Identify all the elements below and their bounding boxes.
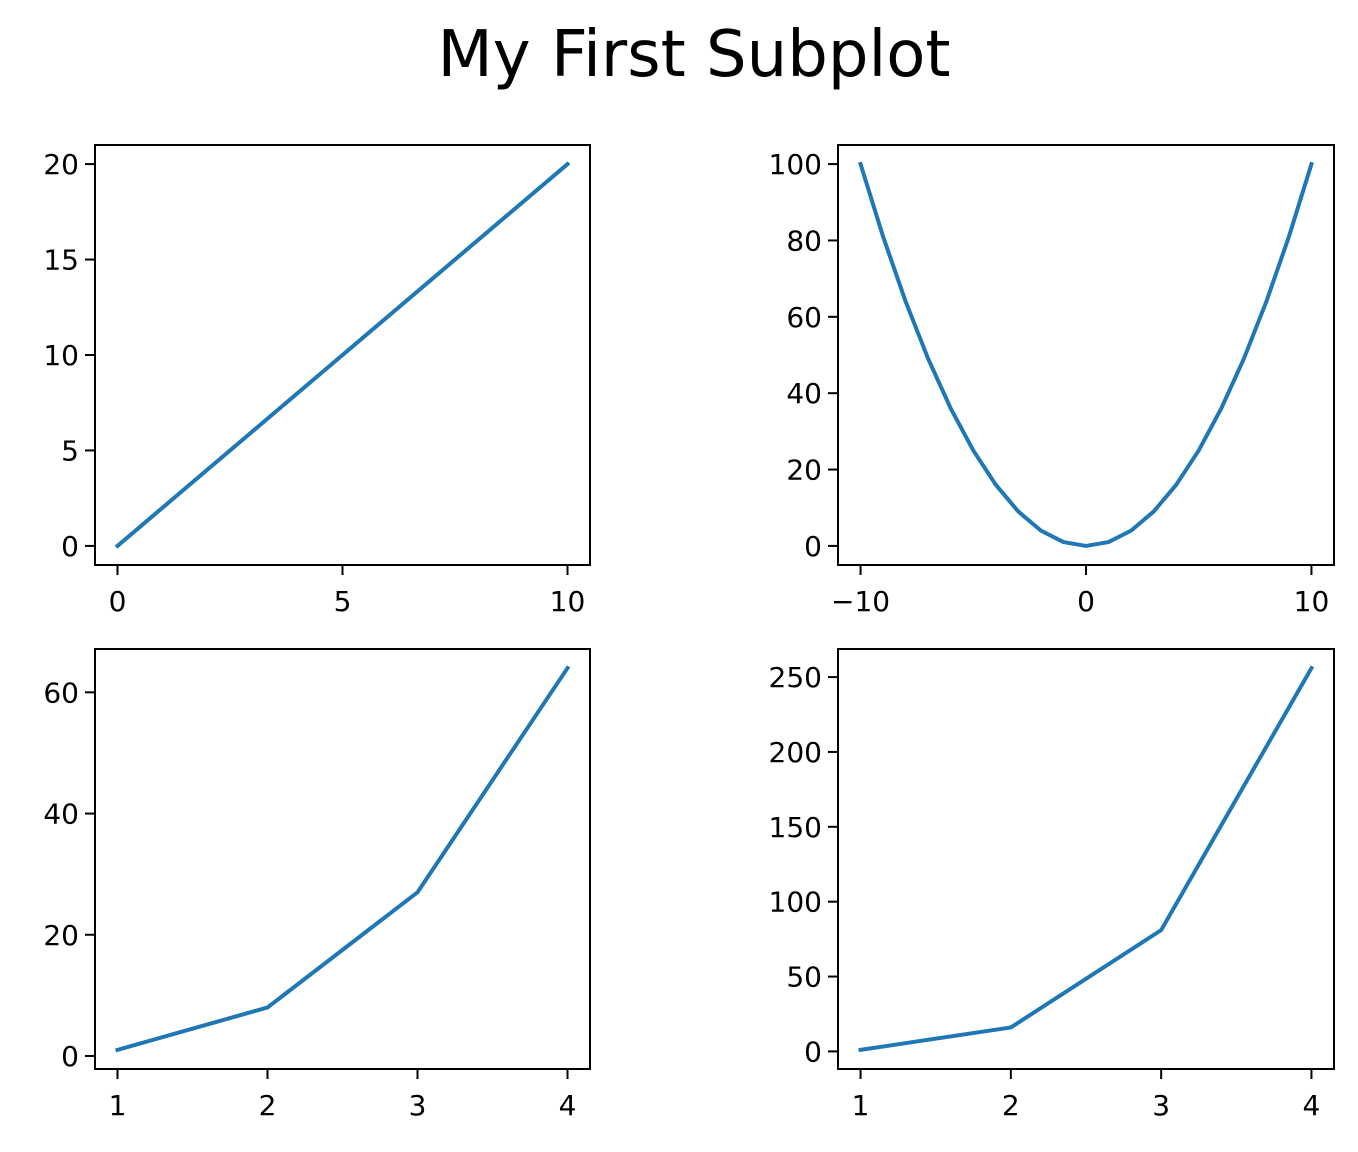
- chart-3-series-line: [858, 665, 1315, 1053]
- chart-3-axes-frame: [837, 648, 1335, 1070]
- chart-2-y-tick-label: 40: [43, 798, 79, 831]
- chart-1-y-tick-label: 0: [804, 530, 822, 563]
- chart-3-y-tick-label: 150: [769, 811, 822, 844]
- chart-0-x-tick-label: 5: [334, 585, 352, 618]
- chart-0-y-tick-label: 20: [43, 148, 79, 181]
- chart-2-x-tick-label: 3: [409, 1089, 427, 1122]
- figure-title: My First Subplot: [437, 18, 951, 92]
- chart-0-y-tick-label: 10: [43, 339, 79, 372]
- chart-3-y-tick-label: 250: [769, 661, 822, 694]
- chart-3-x-tick-label: 3: [1152, 1089, 1170, 1122]
- chart-0-y-tick-label: 5: [61, 434, 79, 467]
- chart-2-axes-frame: [94, 648, 591, 1070]
- chart-2-y-tick-label: 60: [43, 676, 79, 709]
- chart-0-y-tick-label: 0: [61, 530, 79, 563]
- subplot-top-left: 0 5 10 0 5 10 15 20: [43, 144, 591, 618]
- chart-3-x-tick-label: 2: [1002, 1089, 1020, 1122]
- chart-2-series-line: [115, 665, 571, 1053]
- chart-1-x-tick-label: 10: [1294, 585, 1330, 618]
- chart-1-axes-frame: [837, 144, 1335, 566]
- chart-2-x-tick-label: 4: [559, 1089, 577, 1122]
- chart-1-x-tick-label: 0: [1077, 585, 1095, 618]
- chart-1-y-tick-label: 100: [769, 148, 822, 181]
- chart-3-y-tick-label: 100: [769, 886, 822, 919]
- chart-2-y-tick-label: 0: [61, 1040, 79, 1073]
- subplot-bottom-right: 1 2 3 4 0 50 100 150 200 250: [769, 648, 1335, 1122]
- chart-0-x-tick-label: 0: [109, 585, 127, 618]
- chart-3-y-tick-label: 0: [804, 1035, 822, 1068]
- chart-3-y-tick-label: 50: [786, 961, 822, 994]
- chart-1-series-line: [858, 161, 1314, 548]
- chart-3-y-tick-label: 200: [769, 736, 822, 769]
- chart-3-x-tick-label: 4: [1303, 1089, 1321, 1122]
- chart-1-y-tick-label: 40: [786, 377, 822, 410]
- chart-2-x-tick-label: 1: [109, 1089, 127, 1122]
- chart-1-y-tick-label: 20: [786, 454, 822, 487]
- chart-1-x-tick-label: −10: [831, 585, 890, 618]
- chart-1-y-tick-label: 80: [786, 224, 822, 257]
- chart-0-x-tick-label: 10: [550, 585, 586, 618]
- chart-3-x-tick-label: 1: [852, 1089, 870, 1122]
- chart-0-series-line: [114, 161, 571, 549]
- chart-0-y-tick-label: 15: [43, 244, 79, 277]
- chart-2-y-tick-label: 20: [43, 919, 79, 952]
- chart-1-y-tick-label: 60: [786, 301, 822, 334]
- chart-2-x-tick-label: 2: [259, 1089, 277, 1122]
